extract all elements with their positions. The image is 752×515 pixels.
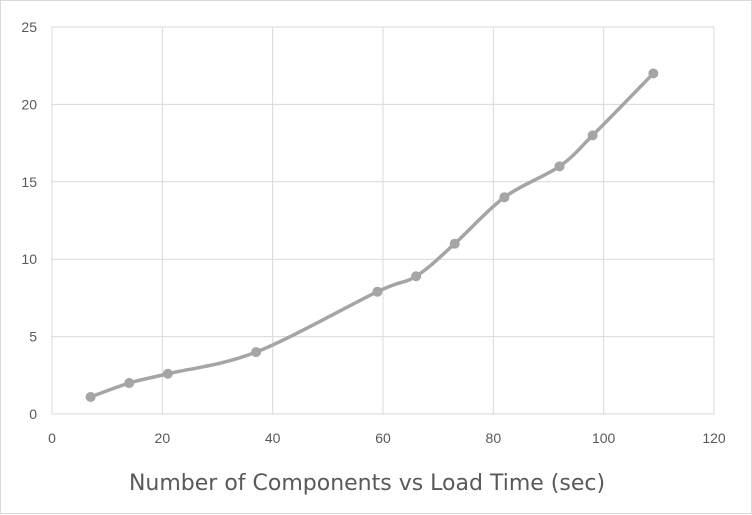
y-tick-label: 0	[29, 406, 37, 422]
x-tick-labels: 0 20 40 60 80 100 120	[48, 430, 726, 446]
y-tick-label: 10	[21, 251, 37, 267]
x-tick-label: 120	[702, 430, 726, 446]
x-tick-label: 40	[265, 430, 281, 446]
data-point	[85, 391, 96, 402]
data-point	[499, 192, 510, 203]
axes	[51, 27, 714, 415]
x-tick-label: 80	[486, 430, 502, 446]
data-point	[251, 347, 262, 358]
x-tick-label: 60	[375, 430, 391, 446]
x-tick-label: 20	[155, 430, 171, 446]
data-point	[648, 68, 659, 79]
series-line	[88, 71, 656, 399]
grid	[52, 26, 715, 414]
data-point	[162, 368, 173, 379]
y-tick-label: 20	[21, 96, 37, 112]
data-point	[554, 161, 565, 172]
data-point	[587, 130, 598, 141]
x-tick-label: 0	[48, 430, 56, 446]
y-tick-label: 25	[21, 19, 37, 35]
y-tick-label: 15	[21, 174, 37, 190]
y-tick-labels: 0 5 10 15 20 25	[21, 19, 37, 422]
data-point	[124, 378, 135, 389]
y-tick-label: 5	[29, 329, 37, 345]
data-point	[411, 271, 422, 282]
data-point	[449, 238, 460, 249]
x-tick-label: 100	[592, 430, 616, 446]
chart-title: Number of Components vs Load Time (sec)	[129, 471, 605, 496]
data-point	[372, 286, 383, 297]
series-layer	[85, 68, 659, 402]
